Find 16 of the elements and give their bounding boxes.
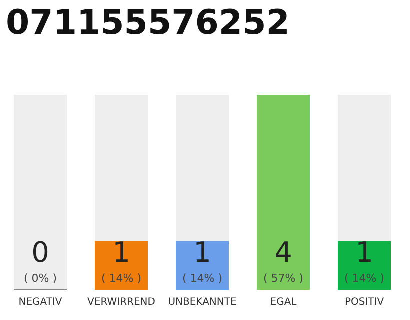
data-label: 1 [112,236,130,269]
annotation: ( 0% ) [24,272,58,285]
data-label: 1 [194,236,212,269]
annotation: ( 14% ) [344,272,385,285]
data-label: 0 [32,236,50,269]
chart-title: 071155576252 [6,2,290,45]
x-tick-label: UNBEKANNTE [168,297,237,308]
x-tick-label: NEGATIV [18,297,62,308]
x-tick-label: EGAL [270,297,298,308]
annotation: ( 57% ) [263,272,304,285]
annotation: ( 14% ) [101,272,142,285]
annotation: ( 14% ) [182,272,223,285]
data-label: 1 [356,236,374,269]
x-tick-label: VERWIRREND [88,297,156,308]
x-tick-label: POSITIV [344,297,384,308]
data-label: 4 [274,236,292,269]
